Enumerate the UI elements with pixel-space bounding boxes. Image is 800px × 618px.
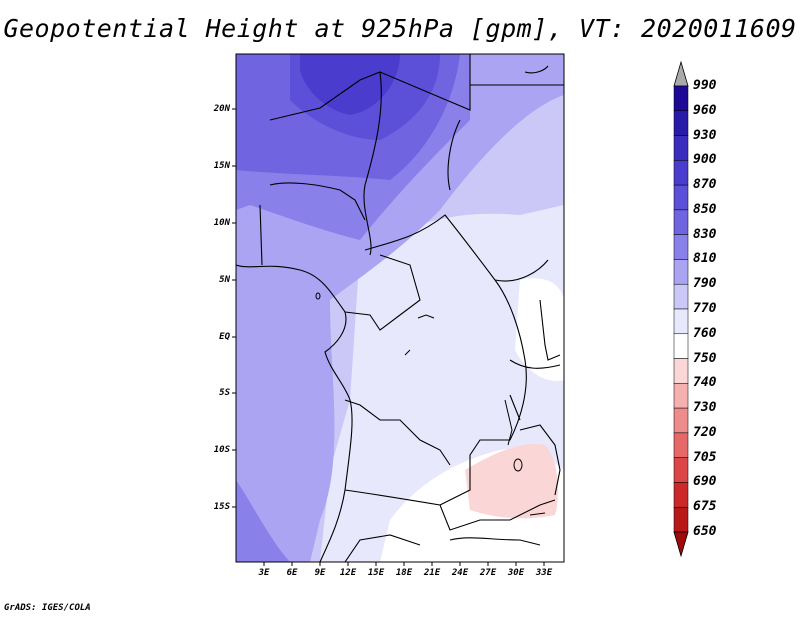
- colorbar-label: 770: [693, 301, 717, 316]
- grads-credit: GrADS: IGES/COLA: [4, 603, 91, 613]
- map-panel: [232, 53, 565, 566]
- field-830-850-sw: [236, 480, 290, 562]
- lon-tick-label: 33E: [535, 568, 553, 578]
- lat-tick-label: 10N: [213, 218, 230, 228]
- colorbar-bin: [673, 482, 689, 508]
- colorbar-bin: [673, 234, 689, 260]
- lon-tick-label: 30E: [507, 568, 525, 578]
- colorbar-bin: [673, 358, 689, 384]
- colorbar-bin: [673, 259, 689, 285]
- lon-tick-label: 12E: [339, 568, 357, 578]
- colorbar-bin: [673, 160, 689, 186]
- country-borders: [236, 54, 564, 562]
- colorbar-bin: [673, 407, 689, 434]
- colorbar-label: 850: [693, 201, 717, 217]
- lon-tick-label: 27E: [479, 568, 497, 578]
- colorbar-label: 705: [693, 449, 717, 465]
- colorbar-label: 830: [693, 226, 717, 242]
- field-750-760: [465, 444, 558, 519]
- colorbar-bin: [673, 110, 689, 136]
- colorbar-label: 870: [693, 177, 717, 193]
- lat-tick-label: 5S: [219, 388, 230, 398]
- colorbar-label: 960: [693, 102, 717, 118]
- colorbar-bin: [673, 209, 689, 235]
- colorbar-label: 690: [693, 474, 717, 490]
- lat-tick-label: 20N: [213, 104, 230, 114]
- lat-tick-label: 5N: [219, 275, 230, 285]
- lat-tick-label: 10S: [213, 445, 230, 455]
- colorbar-bin: [673, 383, 689, 409]
- colorbar-label: 760: [693, 325, 717, 341]
- lat-tick-label: EQ: [219, 332, 230, 342]
- colorbar-bin: [673, 432, 689, 458]
- lon-tick-label: 24E: [451, 568, 469, 578]
- colorbar-label: 720: [693, 424, 717, 440]
- colorbar-label: 900: [693, 152, 717, 168]
- colorbar-label: 990: [693, 78, 717, 93]
- colorbar-label: 650: [693, 524, 717, 539]
- colorbar-bottom-triangle: [673, 531, 689, 558]
- lon-tick-label: 9E: [314, 568, 326, 578]
- colorbar-bin: [673, 506, 689, 533]
- colorbar-top-triangle: [673, 60, 689, 87]
- lon-tick-label: 15E: [367, 568, 385, 578]
- colorbar-bin: [673, 85, 689, 112]
- map-frame: [235, 53, 565, 563]
- colorbar-label: 750: [693, 350, 717, 366]
- lon-tick-label: 21E: [423, 568, 441, 578]
- colorbar: [673, 60, 689, 558]
- colorbar-bin: [673, 457, 689, 483]
- colorbar-label: 730: [693, 400, 717, 416]
- colorbar-label: 790: [693, 276, 717, 292]
- colorbar-bin: [673, 308, 689, 335]
- lat-tick-label: 15S: [213, 502, 230, 512]
- colorbar-bin: [673, 283, 689, 310]
- colorbar-label: 810: [693, 251, 717, 267]
- chart-title: Geopotential Height at 925hPa [gpm], VT:…: [3, 14, 797, 43]
- colorbar-bin: [673, 333, 689, 359]
- colorbar-label: 675: [693, 499, 717, 515]
- field-760-770-ne: [515, 278, 564, 381]
- lon-tick-label: 6E: [286, 568, 298, 578]
- colorbar-bin: [673, 135, 689, 161]
- lakes: [315, 292, 546, 516]
- colorbar-label: 930: [693, 127, 717, 143]
- lon-tick-label: 18E: [395, 568, 413, 578]
- colorbar-label: 740: [693, 375, 717, 391]
- lat-tick-label: 15N: [213, 161, 230, 171]
- height-field: [236, 54, 564, 562]
- field-900-930: [300, 54, 400, 115]
- tick-marks: [232, 108, 545, 566]
- lon-tick-label: 3E: [258, 568, 270, 578]
- colorbar-bin: [673, 184, 689, 211]
